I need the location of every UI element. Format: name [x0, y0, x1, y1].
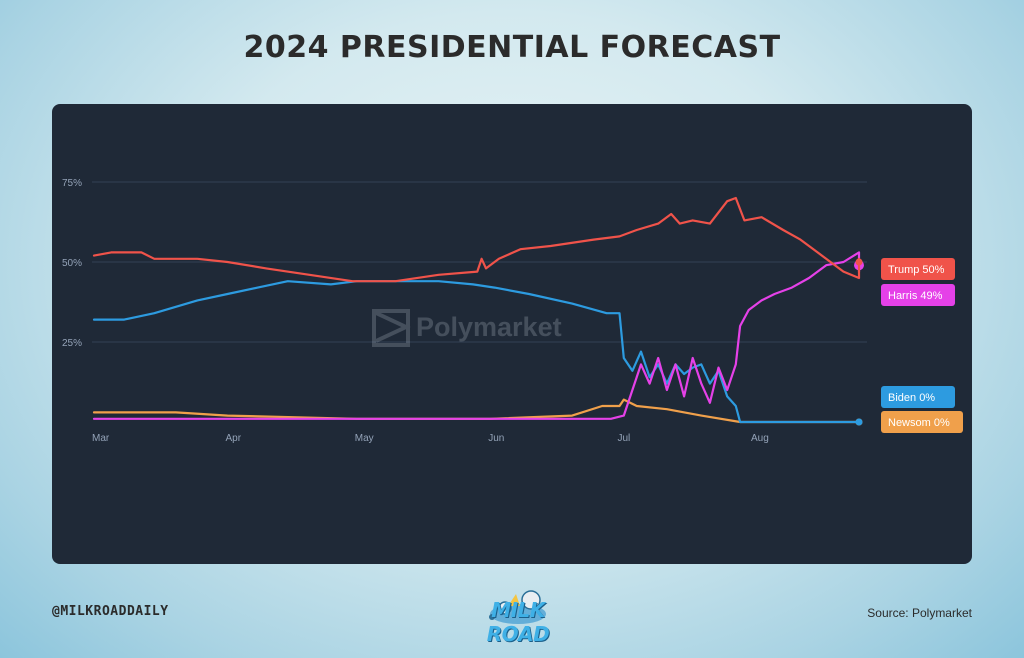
forecast-chart: Polymarket 25% 50% 75% Mar Apr May Jun Jul Aug T…: [62, 178, 963, 444]
watermark-text: Polymarket: [416, 312, 562, 342]
tick-layer: 25% 50% 75% Mar Apr May Jun Jul Aug: [62, 178, 769, 444]
x-tick-label: May: [355, 433, 374, 444]
series-line-biden: [92, 280, 861, 424]
end-label-text: Newsom 0%: [888, 417, 950, 429]
series-endpoint-trump: [855, 258, 863, 266]
end-label-text: Trump 50%: [888, 264, 945, 276]
end-label-box: [881, 258, 955, 280]
end-label-box: [881, 386, 955, 408]
y-tick-label: 50%: [62, 258, 82, 269]
series-line-trump: [92, 196, 861, 283]
x-tick-label: Apr: [226, 433, 242, 444]
x-tick-label: Mar: [92, 433, 110, 444]
chart-title: 2024 PRESIDENTIAL FORECAST: [243, 30, 781, 65]
end-label-newsom: Newsom 0%: [881, 411, 963, 433]
milk-road-logo: MILK ROAD: [468, 584, 568, 646]
series-layer: [92, 196, 864, 426]
watermark: Polymarket: [372, 309, 562, 347]
series-line-newsom: [92, 398, 861, 424]
end-label-text: Harris 49%: [888, 290, 943, 302]
cow-icon: [489, 590, 546, 624]
x-tick-label: Jun: [488, 433, 504, 444]
end-label-biden: Biden 0%: [881, 386, 955, 408]
x-tick-label: Aug: [751, 433, 769, 444]
y-tick-label: 75%: [62, 178, 82, 189]
end-label-harris: Harris 49%: [881, 284, 955, 306]
end-label-text: Biden 0%: [888, 392, 935, 404]
end-label-layer: Trump 50% Harris 49% Biden 0% Newsom 0%: [881, 258, 963, 433]
end-label-box: [881, 284, 955, 306]
logo-wordmark: MILK ROAD: [486, 598, 550, 646]
series-endpoint-biden: [855, 418, 863, 426]
social-handle: @MILKROADDAILY: [52, 604, 169, 619]
x-tick-label: Jul: [617, 433, 630, 444]
end-label-trump: Trump 50%: [881, 258, 955, 280]
end-label-box: [881, 411, 963, 433]
source-note: Source: Polymarket: [867, 606, 972, 620]
series-line-harris: [92, 251, 861, 420]
y-tick-label: 25%: [62, 338, 82, 349]
chart-panel: Polymarket 25% 50% 75% Mar Apr May Jun Jul Aug T…: [52, 104, 972, 564]
